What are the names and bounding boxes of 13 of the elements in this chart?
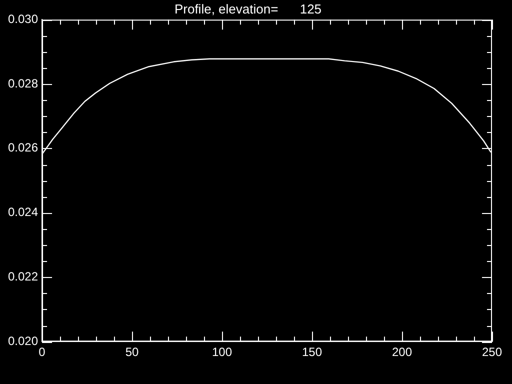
y-tick-label: 0.022 — [8, 270, 38, 284]
x-tick-label: 100 — [212, 345, 232, 360]
y-tick-label: 0.024 — [8, 205, 38, 220]
x-tick-label: 150 — [302, 345, 322, 360]
y-tick-label: 0.020 — [8, 334, 38, 348]
x-tick-label: 250 — [482, 345, 502, 360]
y-tick-label: 0.028 — [8, 76, 38, 90]
chart-title: Profile, elevation= 125 — [174, 1, 322, 16]
x-tick-label: 200 — [392, 345, 412, 360]
x-tick-label: 50 — [125, 345, 140, 360]
y-tick-label: 0.030 — [8, 12, 38, 26]
x-tick-label: 0 — [38, 345, 46, 360]
y-tick-label: 0.026 — [8, 140, 38, 155]
